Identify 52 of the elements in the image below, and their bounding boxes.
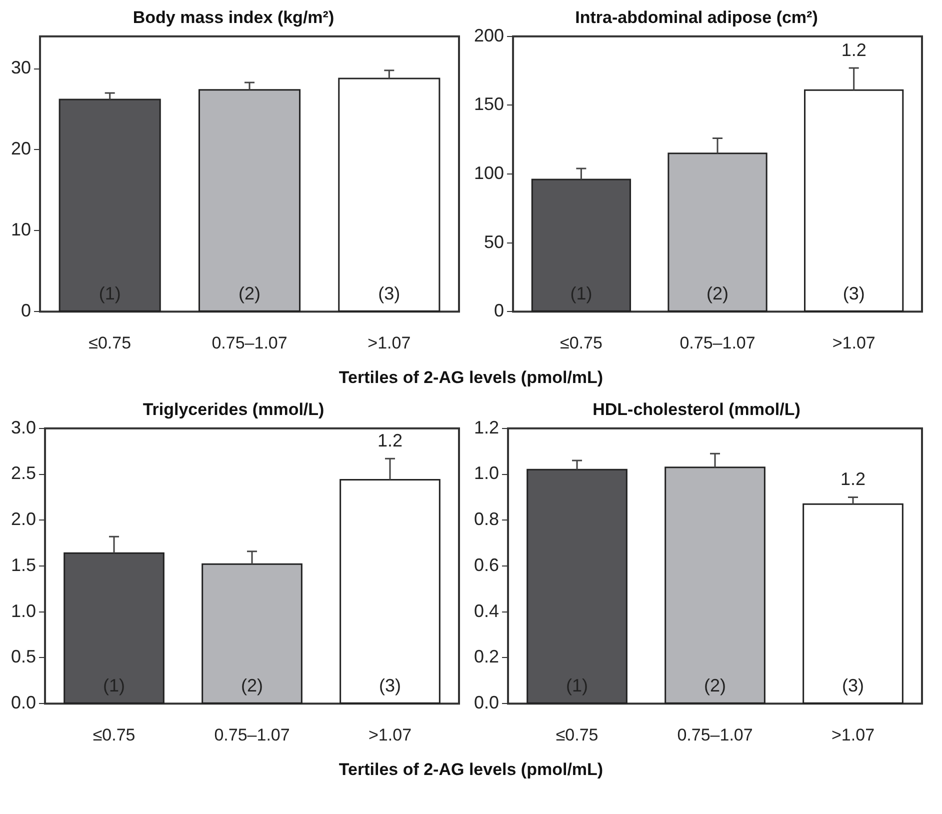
y-tick-label: 30	[10, 58, 32, 78]
x-tick-label: 0.75–1.07	[212, 333, 288, 352]
annotation: (2)	[704, 676, 726, 696]
y-tick-label: 0.0	[10, 692, 36, 713]
x-tick-label: >1.07	[368, 725, 412, 744]
x-tick-label: ≤0.75	[92, 725, 136, 744]
chart-title: Intra-abdominal adipose (cm²)	[575, 8, 818, 27]
y-tick-label: 1.2	[474, 417, 500, 438]
x-tick-label: >1.07	[368, 333, 411, 352]
y-tick-label: 1.5	[10, 554, 36, 575]
annotation: (3)	[378, 284, 400, 304]
annotation: 1.2	[840, 469, 866, 490]
y-tick-label: 0.6	[474, 554, 500, 575]
y-tick-label: 1.0	[474, 463, 500, 484]
chart-title: Triglycerides (mmol/L)	[142, 400, 324, 419]
x-tick-label: 0.75–1.07	[680, 333, 756, 352]
y-tick-label: 2.0	[10, 509, 36, 530]
y-tick-label: 100	[474, 162, 504, 183]
x-tick-label: ≤0.75	[88, 333, 132, 352]
y-tick-label: 0	[21, 300, 32, 321]
y-tick-label: 0.2	[474, 646, 500, 667]
y-tick-label: 20	[10, 138, 32, 159]
annotation: (2)	[241, 676, 264, 696]
annotation: (3)	[842, 676, 864, 696]
x-axis-title: Tertiles of 2-AG levels (pmol/mL)	[338, 368, 604, 389]
y-tick-label: 0.0	[474, 692, 500, 713]
y-tick-label: 0.8	[474, 509, 500, 530]
annotation: (3)	[379, 676, 402, 696]
y-tick-label: 200	[474, 25, 504, 46]
x-tick-label: >1.07	[831, 725, 875, 744]
y-tick-label: 1.0	[10, 600, 36, 621]
y-tick-label: 0	[494, 300, 504, 321]
annotation: (2)	[238, 284, 261, 304]
y-tick-label: 50	[484, 232, 504, 252]
x-tick-label: 0.75–1.07	[214, 725, 290, 744]
y-tick-label: 10	[10, 220, 32, 240]
annotation: (2)	[706, 284, 729, 304]
y-tick-label: 2.5	[10, 463, 36, 484]
y-tick-label: 0.5	[10, 646, 36, 667]
x-tick-label: ≤0.75	[556, 725, 598, 744]
annotation: (3)	[842, 284, 865, 304]
x-tick-label: 0.75–1.07	[677, 725, 753, 744]
chart-title: Body mass index (kg/m²)	[132, 8, 334, 27]
annotation: 1.2	[841, 40, 866, 60]
x-tick-label: ≤0.75	[560, 333, 602, 352]
chart-title: HDL-cholesterol (mmol/L)	[592, 400, 800, 419]
y-tick-label: 150	[474, 94, 504, 114]
x-tick-label: >1.07	[832, 333, 876, 352]
y-tick-label: 0.4	[474, 600, 500, 621]
y-tick-label: 3.0	[10, 417, 36, 438]
x-axis-title: Tertiles of 2-AG levels (pmol/mL)	[338, 760, 604, 781]
annotation: 1.2	[377, 430, 403, 451]
